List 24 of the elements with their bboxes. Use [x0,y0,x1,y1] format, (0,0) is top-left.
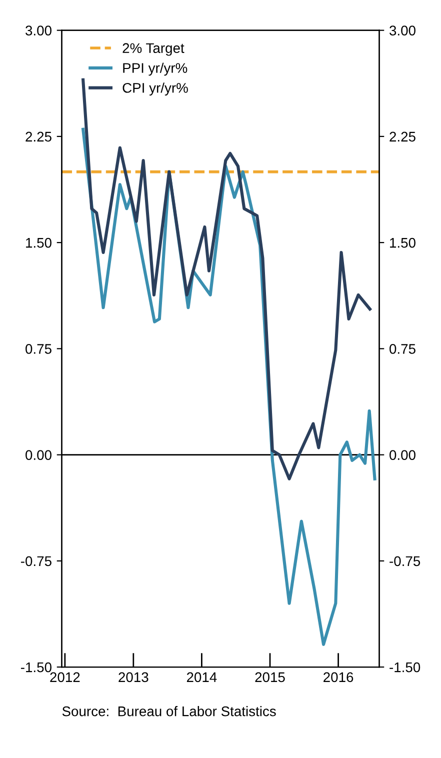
x-tick-label: 2013 [118,672,148,682]
source-note: Source: Bureau of Labor Statistics [62,706,276,716]
y-tick-label: 2.25 [26,132,52,142]
legend-label: PPI yr/yr% [123,62,188,76]
y2-tick-label: 1.50 [390,238,416,248]
y-tick-label: 0.75 [26,344,52,354]
y-tick-label: 1.50 [26,238,52,248]
y-tick-label: 3.00 [26,26,52,36]
y2-tick-label: -0.75 [390,556,420,566]
y2-tick-label: 2.25 [390,132,416,142]
y2-tick-label: 3.00 [390,26,416,36]
x-tick-label: 2015 [255,672,285,682]
y2-tick-label: -1.50 [390,662,420,672]
line-series [82,78,372,480]
legend-label: 2% Target [122,43,184,56]
x-tick-label: 2016 [324,672,354,682]
y-tick-label: -0.75 [20,556,52,566]
y-tick-label: -1.50 [20,662,52,672]
y-tick-label: 0.00 [26,450,52,460]
x-tick-label: 2014 [186,672,217,682]
y2-tick-label: 0.00 [390,450,416,460]
x-tick-label: 2012 [50,672,80,682]
legend-label: CPI yr/yr% [122,82,188,96]
y2-tick-label: 0.75 [390,344,416,354]
